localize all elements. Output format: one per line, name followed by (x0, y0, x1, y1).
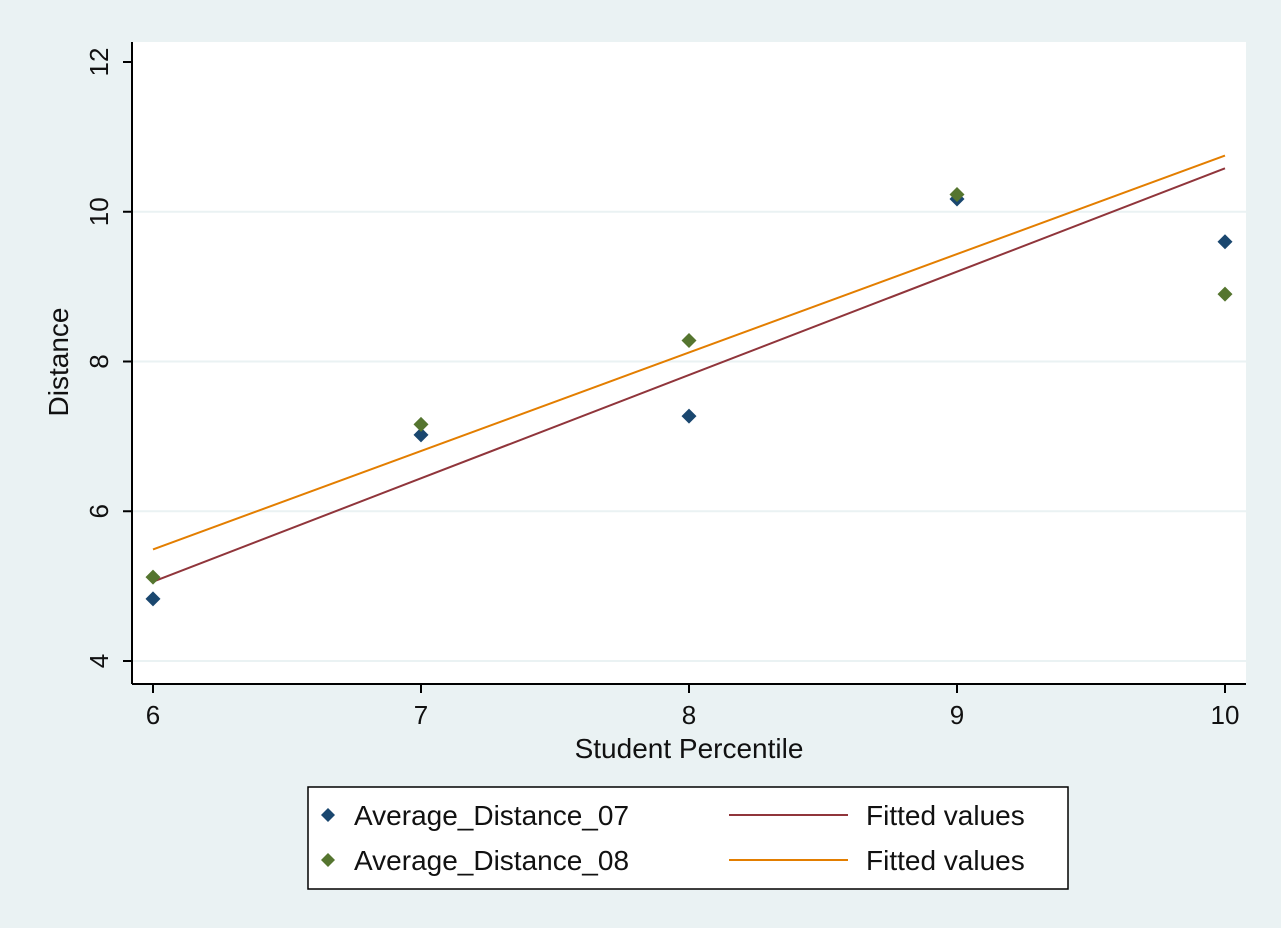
fitted-lines (152, 154, 1226, 583)
y-tick-label: 8 (84, 354, 114, 368)
x-tick-label: 10 (1211, 700, 1240, 730)
legend-box (307, 786, 1069, 890)
data-point (1217, 286, 1233, 302)
y-tick-label: 6 (84, 504, 114, 518)
legend-label: Fitted values (866, 800, 1025, 831)
x-tick-label: 8 (682, 700, 696, 730)
legend: Average_Distance_07 Average_Distance_08 Fi… (307, 786, 1069, 890)
data-point (145, 591, 161, 607)
legend-label: Average_Distance_07 (354, 800, 629, 831)
legend-label: Fitted values (866, 845, 1025, 876)
data-point (413, 427, 429, 443)
fitted-line (152, 154, 1226, 551)
data-point (1217, 234, 1233, 250)
grid-lines (132, 210, 1246, 662)
x-tick-label: 9 (950, 700, 964, 730)
legend-entries: Average_Distance_07 Average_Distance_08 Fi… (321, 800, 1025, 876)
data-point (413, 416, 429, 432)
plot-area (132, 42, 1246, 684)
data-point (949, 187, 965, 203)
axes: 4 6 8 10 12 6 7 8 9 10 (84, 42, 1246, 730)
x-tick-label: 7 (414, 700, 428, 730)
legend-marker (321, 808, 335, 822)
data-point (681, 408, 697, 424)
scatter-points (145, 187, 1233, 607)
data-point (681, 333, 697, 349)
y-tick-label: 10 (84, 197, 114, 226)
y-tick-label: 4 (84, 654, 114, 668)
y-tick-label: 12 (84, 48, 114, 77)
y-axis-title: Distance (43, 308, 74, 417)
fitted-line (152, 167, 1226, 583)
legend-label: Average_Distance_08 (354, 845, 629, 876)
x-tick-label: 6 (146, 700, 160, 730)
legend-marker (321, 853, 335, 867)
data-point (145, 569, 161, 585)
x-axis-title: Student Percentile (575, 733, 804, 764)
